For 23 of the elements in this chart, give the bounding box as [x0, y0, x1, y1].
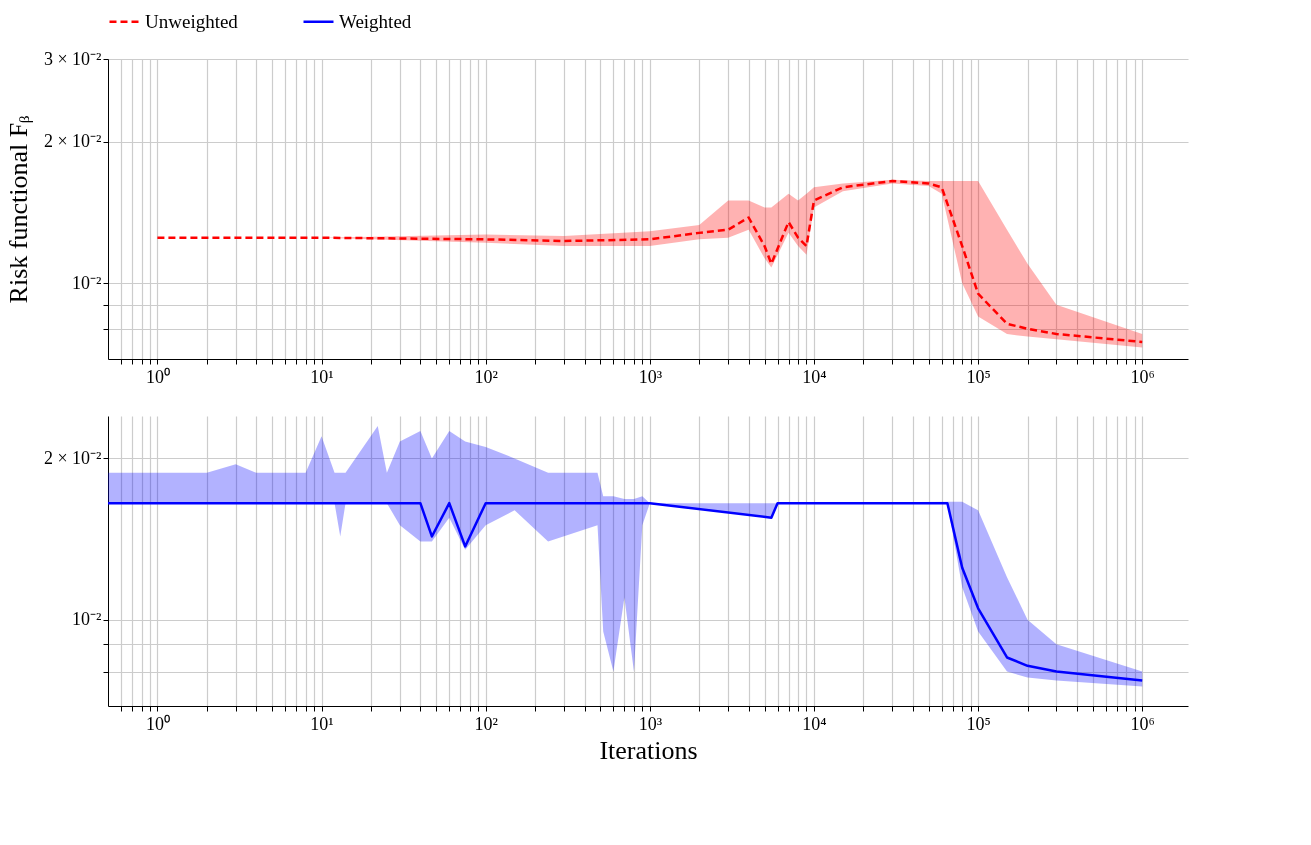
y-tick-label: 10⁻² — [72, 609, 102, 630]
x-tick-label: 10² — [474, 366, 498, 387]
x-tick-label: 10² — [474, 713, 498, 734]
x-tick-label: 10³ — [638, 366, 663, 387]
y-tick-label: 2 × 10⁻² — [43, 131, 102, 152]
y-tick-label: 10⁻² — [72, 272, 102, 293]
x-tick-label: 10⁴ — [802, 366, 827, 387]
x-tick-label: 10⁰ — [145, 366, 170, 387]
legend-label: Unweighted — [145, 10, 239, 32]
x-tick-label: 10⁶ — [1130, 713, 1155, 734]
x-tick-label: 10⁵ — [966, 366, 991, 387]
y-axis-title: Risk functional Fᵦ — [3, 115, 33, 304]
x-tick-label: 10⁴ — [802, 713, 827, 734]
x-axis-title: Iterations — [599, 735, 698, 765]
x-tick-label: 10¹ — [310, 713, 334, 734]
legend-label: Weighted — [339, 10, 412, 32]
x-tick-label: 10³ — [638, 713, 663, 734]
x-tick-label: 10⁵ — [966, 713, 991, 734]
x-tick-label: 10⁰ — [145, 713, 170, 734]
x-tick-label: 10⁶ — [1130, 366, 1155, 387]
x-tick-label: 10¹ — [310, 366, 334, 387]
y-tick-label: 3 × 10⁻² — [43, 48, 102, 69]
y-tick-label: 2 × 10⁻² — [43, 447, 102, 468]
